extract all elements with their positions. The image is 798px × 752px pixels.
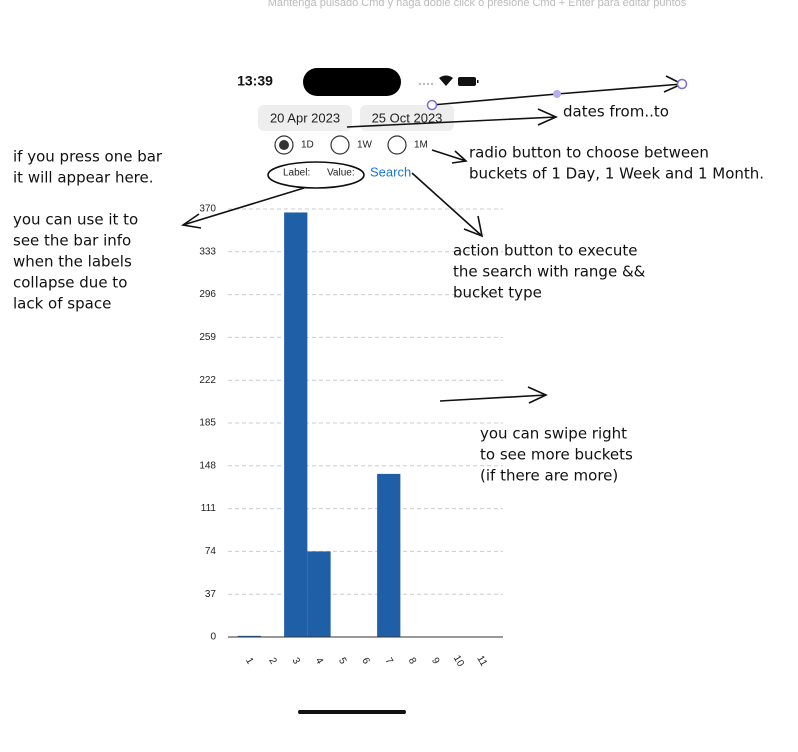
radio-label: 1W	[357, 140, 373, 151]
dynamic-island	[303, 68, 401, 96]
bar	[284, 212, 308, 637]
bar	[237, 635, 261, 637]
y-tick-label: 222	[199, 375, 216, 386]
y-tick-label: 296	[199, 289, 216, 300]
x-tick-label: 9	[429, 656, 442, 667]
y-tick-label: 111	[201, 503, 217, 514]
x-tick-label: 7	[382, 656, 395, 667]
y-tick-label: 148	[199, 460, 216, 471]
annotation: if you press one bar	[13, 148, 163, 166]
radio-label: 1D	[301, 140, 314, 151]
radio-dot	[279, 140, 289, 150]
annotation: see the bar info	[13, 232, 131, 250]
y-tick-label: 0	[210, 632, 216, 643]
annotations: dates from..to radio button to choose be…	[13, 103, 764, 485]
annotation: it will appear here.	[13, 169, 154, 187]
bar-chart: 0 37 74 111 148 185 222 259 296 333 370 1 2 3 4 5 6 7 8 9 10…	[199, 204, 503, 669]
x-tick-label: 1	[243, 656, 256, 667]
x-tick-label: 8	[406, 656, 419, 667]
bar	[377, 473, 401, 637]
annotation: lack of space	[13, 295, 111, 313]
y-tick-label: 370	[199, 204, 216, 215]
annotation-drawings	[180, 75, 688, 404]
annotation: action button to execute	[453, 242, 637, 260]
radio-label: 1M	[414, 140, 428, 151]
x-tick-label: 6	[359, 656, 372, 667]
date-to-label: 25 Oct 2023	[372, 110, 443, 125]
date-from-label: 20 Apr 2023	[270, 110, 340, 125]
bar	[307, 551, 331, 637]
info-value: Value:	[327, 168, 355, 179]
radio-button[interactable]	[330, 135, 350, 155]
radio-button[interactable]	[387, 135, 407, 155]
status-icons	[418, 75, 479, 86]
x-tick-label: 5	[336, 656, 349, 667]
x-tick-label: 2	[266, 656, 279, 667]
annotation: you can swipe right	[480, 425, 627, 443]
annotation: the search with range &&	[453, 263, 646, 281]
x-tick-label: 11	[474, 654, 489, 669]
x-tick-label: 10	[451, 654, 466, 670]
annotation: bucket type	[453, 284, 542, 302]
annotation: (if there are more)	[480, 467, 618, 485]
search-button[interactable]: Search	[370, 164, 411, 179]
x-tick-label: 4	[313, 656, 326, 667]
annotation: to see more buckets	[480, 446, 633, 464]
y-tick-label: 74	[205, 546, 217, 557]
plot-area: 1 2 3 4 5 6 7 8 9 10 11	[237, 212, 489, 670]
annotation: when the labels	[13, 253, 132, 271]
y-tick-label: 259	[199, 332, 216, 343]
radio-group: 1D 1W 1M	[274, 135, 428, 155]
y-tick-label: 37	[205, 589, 217, 600]
time: 13:39	[237, 73, 273, 89]
y-tick-label: 185	[199, 418, 216, 429]
info-label: Label:	[283, 168, 310, 179]
date-from[interactable]	[258, 105, 352, 131]
y-tick-label: 333	[199, 246, 216, 257]
annotation: collapse due to	[13, 274, 127, 292]
x-tick-label: 3	[289, 656, 302, 667]
home-indicator	[298, 710, 406, 714]
hint: Mantenga pulsado Cmd y haga doble click …	[268, 0, 687, 9]
annotation: dates from..to	[563, 103, 669, 121]
annotation: radio button to choose between	[469, 144, 709, 162]
annotation: buckets of 1 Day, 1 Week and 1 Month.	[469, 165, 764, 183]
annotation: you can use it to	[13, 211, 138, 229]
